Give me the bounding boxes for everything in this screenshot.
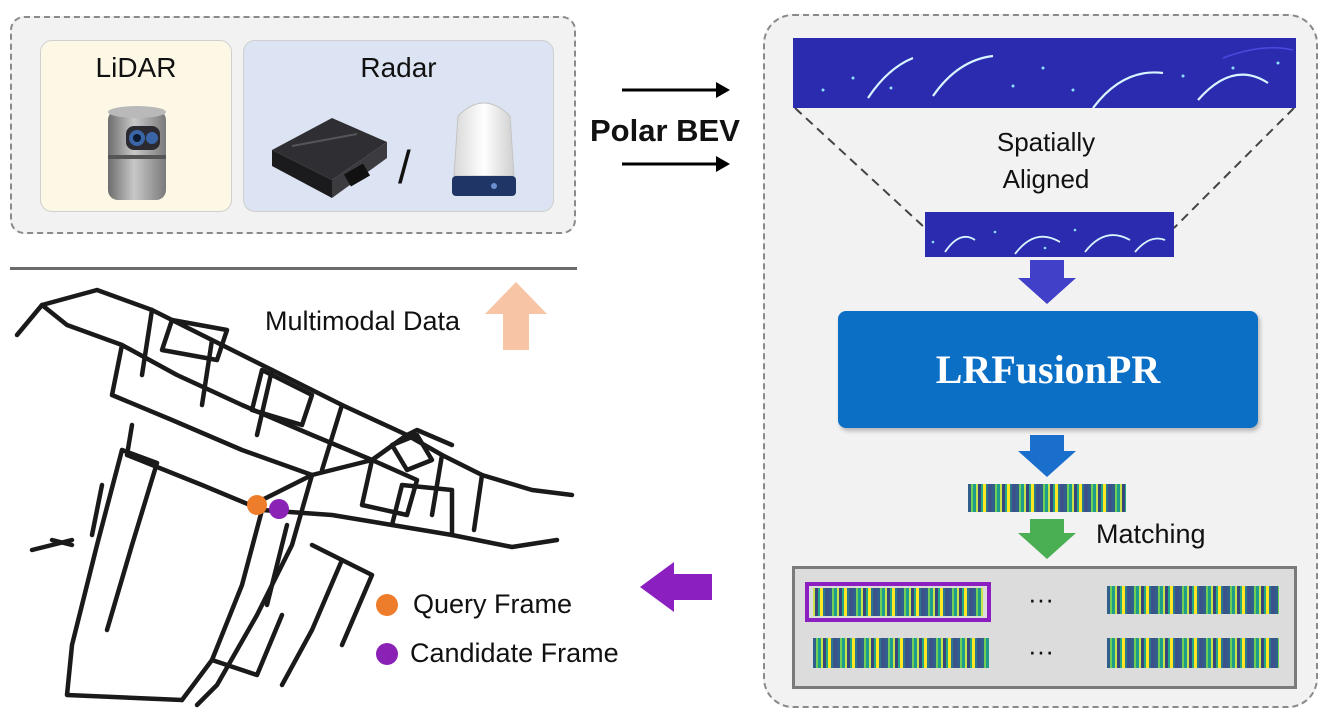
sensor-separator: / xyxy=(398,141,411,193)
database-descriptor-3 xyxy=(1107,638,1279,668)
spatially-label: Spatially xyxy=(996,127,1096,157)
return-arrow-icon xyxy=(640,562,712,612)
matched-descriptor xyxy=(805,582,991,622)
down-arrow-2-icon xyxy=(1018,435,1076,477)
section-divider xyxy=(10,267,577,270)
lidar-label: LiDAR xyxy=(95,52,177,83)
radar-module-icon xyxy=(272,118,387,198)
down-arrow-1-icon xyxy=(1018,260,1076,304)
model-block: LRFusionPR xyxy=(838,311,1258,428)
ellipsis-row-1: ··· xyxy=(1028,584,1054,614)
lidar-device-icon xyxy=(108,106,166,200)
bev-image-large xyxy=(793,38,1296,108)
matching-label: Matching xyxy=(1096,519,1206,549)
polar-bev-label: Polar BEV xyxy=(590,113,740,148)
trajectory-map xyxy=(14,287,575,708)
match-arrow-icon xyxy=(1018,519,1076,559)
database-descriptor-1 xyxy=(1107,586,1279,614)
candidate-frame-marker xyxy=(376,643,398,665)
bev-image-aligned xyxy=(925,212,1174,257)
polar-bev-arrows xyxy=(622,82,730,172)
candidate-frame-label: Candidate Frame xyxy=(410,638,619,668)
aligned-label: Aligned xyxy=(1002,164,1090,194)
ellipsis-row-2: ··· xyxy=(1028,636,1054,666)
query-frame-label: Query Frame xyxy=(413,589,573,619)
query-frame-marker xyxy=(376,594,398,616)
radar-label: Radar xyxy=(360,52,437,83)
alignment-trapezoid xyxy=(794,108,1295,229)
database-descriptor-2 xyxy=(813,638,989,668)
query-descriptor xyxy=(968,484,1126,512)
multimodal-data-label: Multimodal Data xyxy=(265,306,461,336)
up-arrow-icon xyxy=(485,282,547,350)
radar-dome-icon xyxy=(452,102,516,196)
